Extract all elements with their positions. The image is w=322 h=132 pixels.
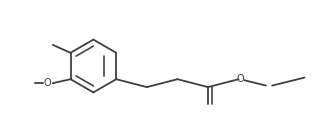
Text: O: O	[236, 74, 244, 84]
Text: O: O	[43, 77, 51, 88]
